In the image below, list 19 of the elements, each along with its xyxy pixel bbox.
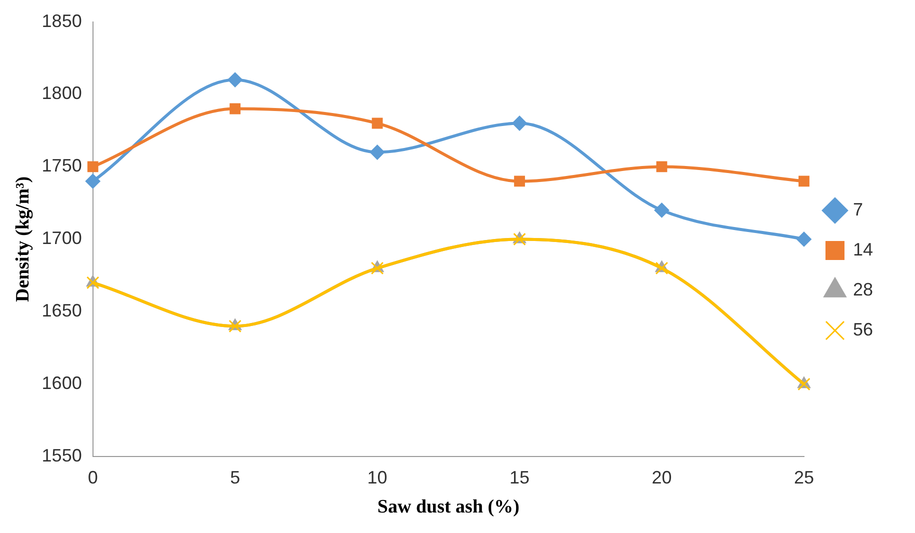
x-tick-label: 5: [230, 467, 240, 488]
y-tick-label: 1600: [42, 373, 82, 394]
y-tick-label: 1700: [42, 228, 82, 248]
y-tick-label: 1850: [42, 10, 82, 31]
y-tick-label: 1750: [42, 156, 82, 176]
legend-label: 7: [852, 199, 863, 220]
x-axis-title: Saw dust ash (%): [377, 496, 520, 518]
x-tick-label: 25: [794, 467, 814, 488]
y-tick-label: 1550: [42, 446, 82, 466]
y-tick-label: 1650: [42, 300, 82, 321]
x-tick-label: 0: [88, 467, 98, 488]
y-tick-label: 1800: [42, 83, 82, 104]
legend-label: 28: [852, 279, 874, 300]
legend-label: 56: [852, 319, 874, 340]
x-tick-label: 10: [367, 467, 388, 488]
x-tick-label: 15: [510, 467, 530, 488]
x-tick-label: 20: [652, 467, 672, 488]
legend-label: 14: [852, 239, 874, 260]
y-axis-title: Density (kg/m³): [12, 176, 34, 302]
